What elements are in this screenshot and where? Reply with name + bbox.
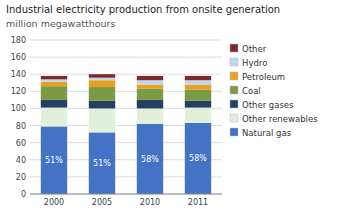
grid-line bbox=[30, 40, 222, 41]
bar-segment bbox=[137, 108, 163, 123]
bar-segment bbox=[137, 89, 163, 100]
bar-segment bbox=[185, 84, 211, 89]
bar-segment bbox=[89, 132, 115, 194]
bar-segment bbox=[89, 108, 115, 132]
y-tick-label: 100 bbox=[11, 104, 26, 113]
legend-swatch bbox=[230, 44, 238, 52]
bar-segment bbox=[185, 90, 211, 101]
bar-segment bbox=[137, 80, 163, 84]
bar-segment bbox=[185, 123, 211, 194]
legend-swatch bbox=[230, 72, 238, 80]
grid-line bbox=[30, 57, 222, 58]
bar-segment bbox=[41, 76, 67, 79]
x-axis bbox=[30, 194, 222, 195]
y-tick-label: 40 bbox=[16, 156, 26, 165]
legend-label: Other renewables bbox=[242, 114, 318, 124]
y-tick-label: 0 bbox=[21, 190, 26, 199]
bar-segment bbox=[137, 100, 163, 109]
bar-segment bbox=[41, 82, 67, 86]
bar-segment bbox=[89, 87, 115, 101]
annotation: 51% bbox=[93, 159, 111, 168]
y-tick-label: 20 bbox=[16, 173, 26, 182]
bar-segment bbox=[137, 124, 163, 194]
legend-label: Coal bbox=[242, 86, 261, 96]
legend-label: Petroleum bbox=[242, 72, 285, 82]
bar-segment bbox=[89, 74, 115, 77]
legend-swatch bbox=[230, 128, 238, 136]
bar-segment bbox=[41, 86, 67, 100]
legend-label: Other bbox=[242, 44, 267, 54]
subtitle: million megawatthours bbox=[6, 18, 115, 29]
x-tick-label: 2010 bbox=[140, 198, 160, 207]
annotation: 58% bbox=[189, 154, 207, 163]
legend-swatch bbox=[230, 86, 238, 94]
x-tick-label: 2000 bbox=[44, 198, 64, 207]
bar-segment bbox=[185, 101, 211, 108]
legend-swatch bbox=[230, 100, 238, 108]
bar-segment bbox=[89, 78, 115, 81]
bar-segment bbox=[41, 126, 67, 194]
legend-label: Other gases bbox=[242, 100, 294, 110]
legend-label: Natural gas bbox=[242, 128, 292, 138]
bar-segment bbox=[89, 80, 115, 87]
bar-segment bbox=[185, 80, 211, 84]
annotation: 51% bbox=[45, 156, 63, 165]
y-tick-label: 60 bbox=[16, 139, 26, 148]
y-tick-label: 80 bbox=[16, 122, 26, 131]
bar-segment bbox=[137, 76, 163, 80]
y-tick-label: 160 bbox=[11, 53, 26, 62]
grid-line bbox=[30, 74, 222, 75]
x-tick-label: 2011 bbox=[188, 198, 208, 207]
legend-swatch bbox=[230, 58, 238, 66]
y-tick-label: 180 bbox=[11, 36, 26, 45]
y-tick-label: 140 bbox=[11, 70, 26, 79]
title: Industrial electricity production from o… bbox=[6, 4, 280, 15]
legend: Other Hydro Petroleum Coal Other gases Other … bbox=[230, 44, 318, 138]
bar-segment bbox=[185, 76, 211, 80]
bar-segment bbox=[89, 101, 115, 109]
bar-segment bbox=[185, 108, 211, 123]
bar-segment bbox=[41, 108, 67, 127]
annotation: 58% bbox=[141, 155, 159, 164]
bar-segment bbox=[41, 79, 67, 82]
legend-label: Hydro bbox=[242, 58, 267, 68]
bar-segment bbox=[41, 100, 67, 108]
chart: Industrial electricity production from o… bbox=[0, 0, 337, 214]
grid-line bbox=[30, 194, 222, 195]
bar-segment bbox=[137, 84, 163, 88]
x-tick-label: 2005 bbox=[92, 198, 112, 207]
y-tick-label: 120 bbox=[11, 87, 26, 96]
legend-swatch bbox=[230, 114, 238, 122]
bars bbox=[41, 74, 211, 194]
